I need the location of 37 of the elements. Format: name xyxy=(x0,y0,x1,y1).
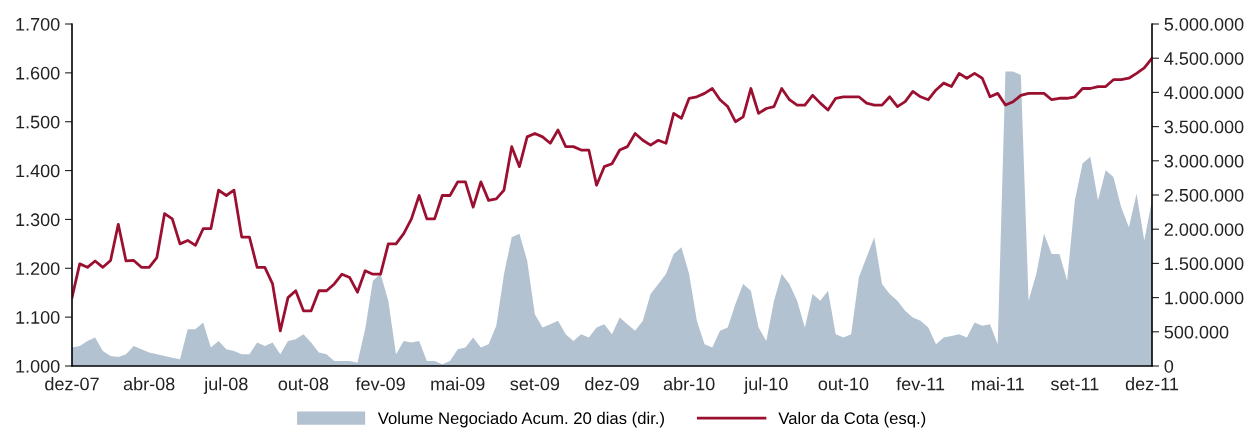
x-tick-label: mai-09 xyxy=(431,377,485,391)
y2-tick-label: 1.000.000 xyxy=(1165,291,1244,305)
x-tick-label: out-08 xyxy=(278,377,329,391)
y2-tick-label: 2.500.000 xyxy=(1164,188,1244,202)
y2-tick-label: 0 xyxy=(1164,359,1174,373)
x-tick-label: set-11 xyxy=(1050,377,1099,391)
legend-label: Volume Negociado Acum. 20 dias (dir.) xyxy=(377,411,664,428)
y2-tick-label: 3.500.000 xyxy=(1164,120,1244,134)
y-tick-label: 1.600 xyxy=(16,66,60,80)
y-tick-label: 1.400 xyxy=(16,164,60,178)
x-tick-label: out-10 xyxy=(818,377,869,391)
y-tick-label: 1.200 xyxy=(16,262,60,276)
x-tick-label: set-09 xyxy=(510,377,560,391)
y-tick-label: 1.100 xyxy=(16,311,60,324)
line-series xyxy=(72,56,1152,333)
y-tick-label: 1.500 xyxy=(16,115,60,129)
y-tick-label: 1.000 xyxy=(16,359,60,373)
y2-tick-label: 1.500.000 xyxy=(1165,257,1244,271)
y2-tick-label: 500.000 xyxy=(1164,325,1229,339)
x-tick-label: dez-07 xyxy=(45,377,99,391)
x-tick-label: abr-10 xyxy=(663,377,715,391)
legend-label: Valor da Cota (esq.) xyxy=(778,411,926,428)
y2-tick-label: 2.000.000 xyxy=(1164,223,1244,236)
x-tick-label: jul-08 xyxy=(203,377,248,394)
x-tick-label: mai-11 xyxy=(971,377,1024,391)
y2-tick-label: 5.000.000 xyxy=(1164,17,1244,31)
x-tick-label: fev-09 xyxy=(355,377,405,391)
x-tick-label: dez-11 xyxy=(1125,377,1179,391)
x-tick-label: dez-09 xyxy=(585,377,639,391)
y2-tick-label: 4.500.000 xyxy=(1164,52,1244,65)
y-tick-label: 1.700 xyxy=(16,17,60,31)
x-tick-label: jul-10 xyxy=(743,377,788,394)
y2-tick-label: 4.000.000 xyxy=(1164,86,1244,100)
x-tick-label: fev-11 xyxy=(896,377,945,391)
x-tick-label: abr-08 xyxy=(123,377,175,391)
y-tick-label: 1.300 xyxy=(16,213,60,227)
y2-tick-label: 3.000.000 xyxy=(1164,154,1244,168)
